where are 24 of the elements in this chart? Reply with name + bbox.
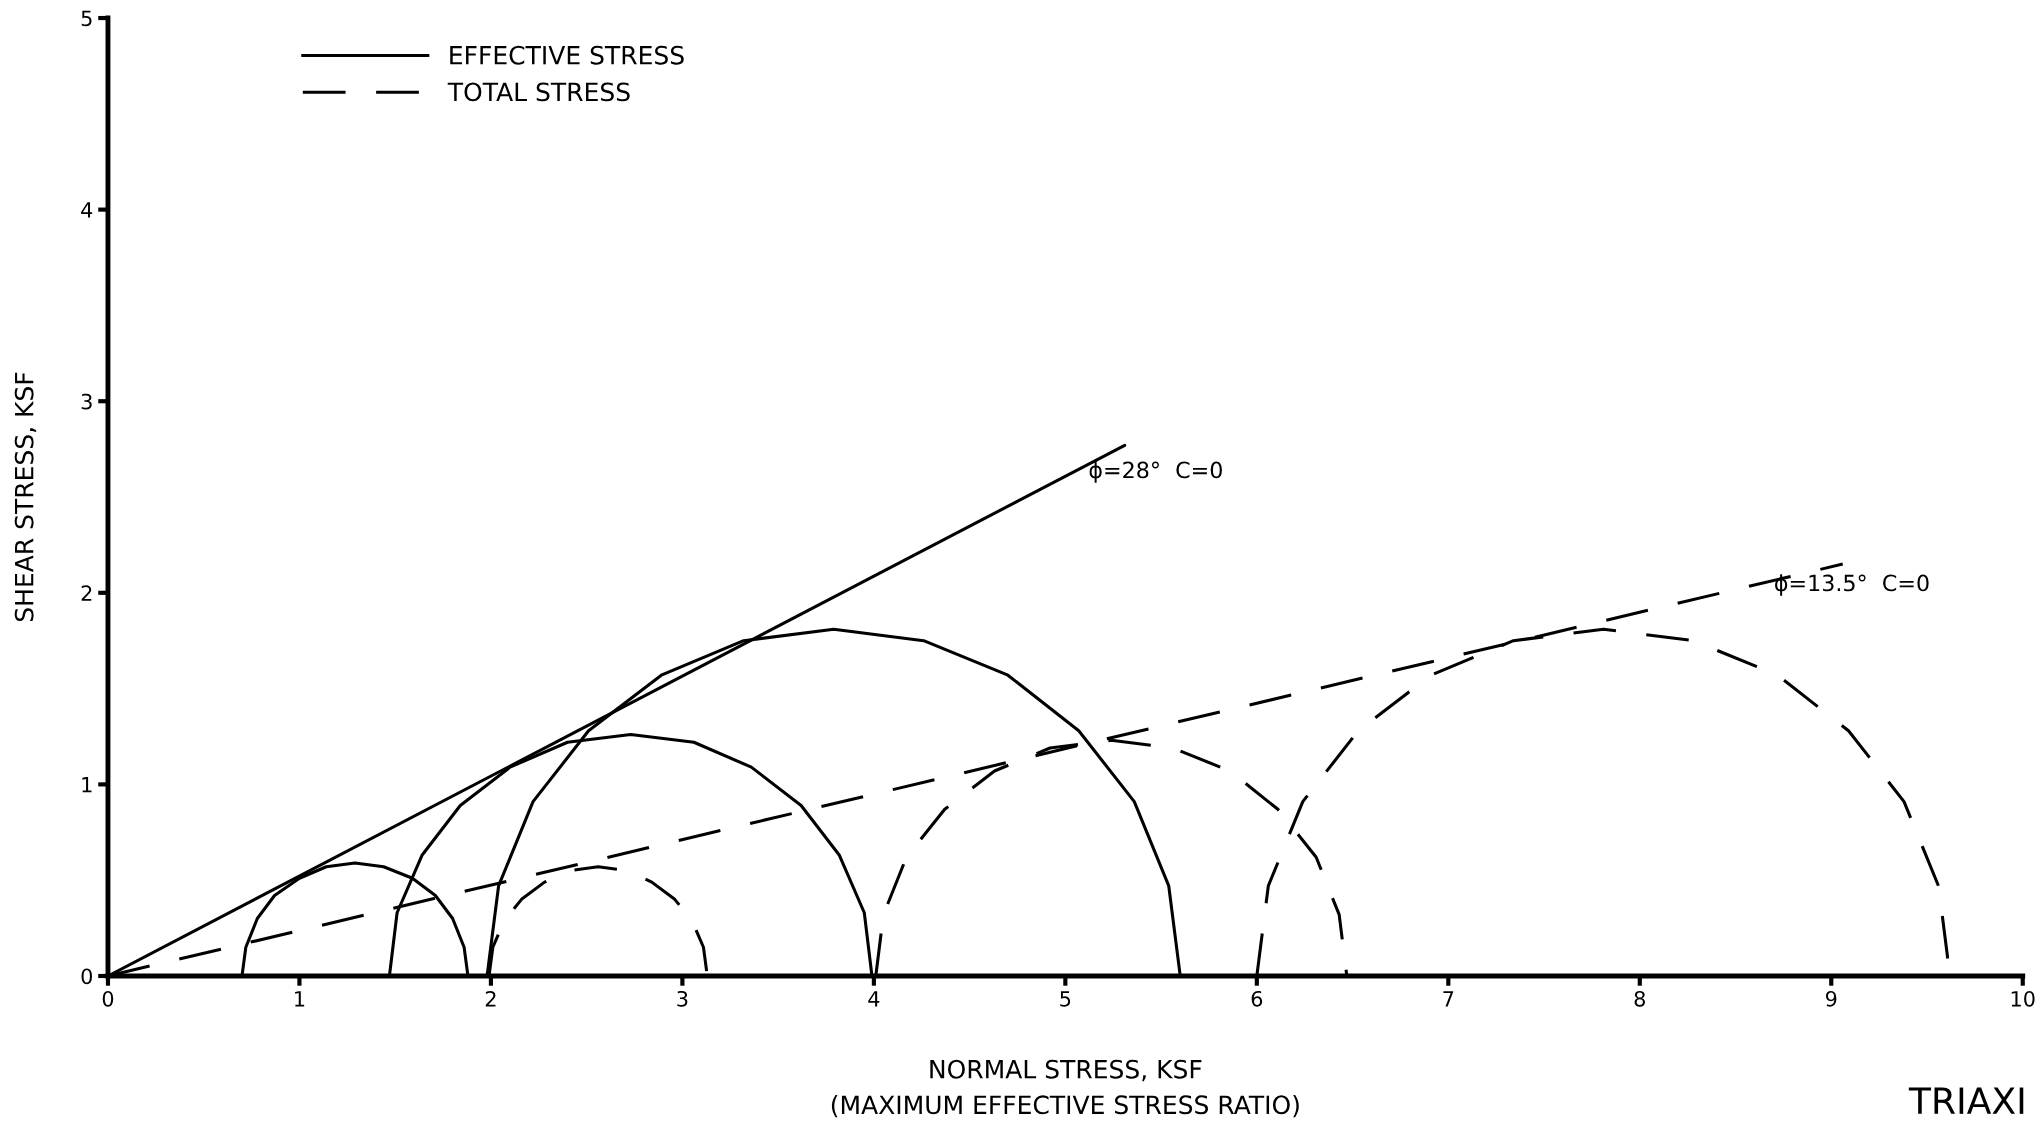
y-tick-label: 2	[81, 585, 92, 601]
legend-label: EFFECTIVE STRESS	[450, 45, 684, 65]
x-tick-label: 0	[102, 990, 114, 1007]
x-tick-label: 7	[1443, 991, 1454, 1007]
text: TRIAXI	[1908, 1087, 2024, 1114]
y-tick-label: 0	[81, 968, 92, 985]
x-tick-label: 3	[677, 990, 688, 1007]
x-tick-label: 9	[1825, 990, 1837, 1007]
annotation: ϕ=28° C=0	[1089, 461, 1222, 483]
legend-label: TOTAL STRESS	[447, 82, 630, 102]
y-tick-label: 4	[81, 202, 93, 218]
y-tick-label: 3	[81, 393, 92, 410]
x-tick-label: 6	[1251, 990, 1263, 1007]
annotation: ϕ=13.5° C=0	[1775, 574, 1929, 596]
x-tick-label: 5	[1060, 991, 1071, 1007]
y-tick-label: 1	[82, 777, 92, 793]
x-tick-label: 10	[2011, 990, 2035, 1007]
y-axis-title: SHEAR STRESS, KSF	[14, 372, 37, 622]
x-axis-title: NORMAL STRESS, KSF (MAXIMUM EFFECTIVE STRESS RATIO)	[831, 1059, 1299, 1118]
x-tick-label: 4	[868, 991, 880, 1007]
x-tick-label: 1	[295, 991, 305, 1007]
y-tick-label: 5	[81, 10, 92, 27]
x-tick-label: 8	[1634, 990, 1645, 1007]
x-tick-label: 2	[485, 990, 496, 1007]
